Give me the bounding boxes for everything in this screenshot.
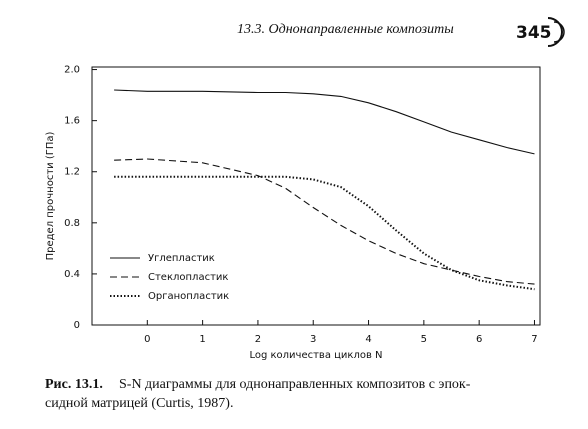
y-tick-label: 1.2	[64, 167, 80, 178]
page-number: 345	[516, 23, 552, 43]
x-tick-label: 7	[531, 334, 537, 345]
series-line	[114, 158, 535, 285]
legend-label: Органопластик	[148, 291, 229, 302]
y-axis-label: Предел прочности (ГПа)	[45, 132, 56, 261]
caption-line: S-N диаграммы для однонаправленных компо…	[119, 377, 471, 392]
x-axis-label: Log количества циклов N	[249, 350, 382, 361]
x-tick-label: 0	[144, 334, 150, 345]
series-line	[114, 89, 535, 155]
y-tick-label: 0.4	[64, 269, 80, 280]
x-tick-label: 3	[310, 334, 316, 345]
decoration	[553, 21, 565, 43]
x-tick-label: 2	[255, 334, 261, 345]
legend-label: Углепластик	[148, 253, 215, 264]
caption-line: сидной матрицей (Curtis, 1987).	[45, 396, 233, 411]
legend-label: Стеклопластик	[148, 272, 228, 283]
y-tick-label: 1.6	[64, 116, 80, 127]
caption-label: Рис. 13.1.	[45, 377, 103, 392]
y-tick-label: 0.8	[64, 218, 80, 229]
decoration	[547, 17, 563, 47]
x-tick-label: 5	[421, 334, 427, 345]
plot-frame	[91, 66, 541, 326]
running-title: 13.3. Однонаправленные композиты	[237, 22, 454, 37]
x-tick-label: 6	[476, 334, 482, 345]
y-tick-label: 2.0	[64, 65, 80, 76]
y-tick-label: 0	[74, 320, 80, 331]
x-tick-label: 1	[199, 334, 205, 345]
x-tick-label: 4	[365, 334, 371, 345]
